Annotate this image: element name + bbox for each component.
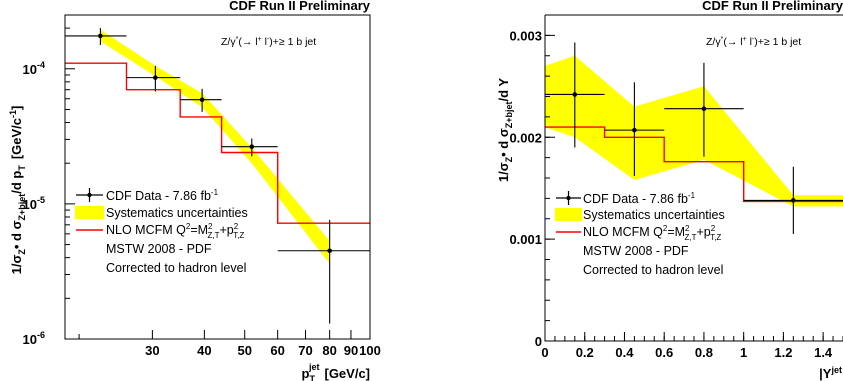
left-frame [64, 14, 371, 340]
right-panel: CDF Run II Preliminary 0 0.2 0.4 0.6 0.8 1 1.2… [496, 0, 843, 381]
right-x-tick-label: 0 [541, 345, 548, 360]
left-band-area [100, 29, 330, 264]
right-x-tick-label: 0.8 [695, 345, 713, 360]
left-data-point [65, 28, 127, 45]
right-legend: CDF Data - 7.86 fb-1 Systematics uncerta… [555, 191, 725, 277]
right-band-area [545, 55, 843, 207]
left-x-tick-label: 100 [359, 343, 381, 358]
right-data-marker [632, 127, 637, 133]
right-x-tick-label: 1 [740, 345, 747, 360]
left-x-tick-label: 80 [322, 343, 336, 358]
right-legend-data: CDF Data - 7.86 fb-1 [583, 191, 696, 206]
right-data-point [664, 62, 744, 157]
left-axis-ticks: 30 40 50 60 70 80 90 100 10-6 10-5 10-4 [23, 27, 381, 358]
left-y-tick-label: 10-4 [23, 60, 45, 77]
left-data-point [277, 219, 370, 324]
left-process-label: Z/γ*(→ l+ l-)+≥ 1 b jet [221, 36, 316, 48]
left-data-point [126, 65, 181, 92]
left-legend-corr: Corrected to hadron level [106, 261, 246, 275]
left-data-marker [327, 248, 332, 254]
right-x-tick-label: 0.6 [655, 345, 673, 360]
right-x-tick-label: 0.4 [615, 345, 634, 360]
right-title: CDF Run II Preliminary [702, 0, 843, 13]
left-legend-theory: NLO MCFM Q2=M2 Z,T+p2 T,Z [106, 222, 244, 240]
right-legend-corr: Corrected to hadron level [583, 263, 723, 277]
left-y-tick-label: 10-5 [23, 195, 45, 212]
right-y-tick-label: 0.002 [509, 130, 542, 145]
right-y-axis-label: 1/σZ• d σZ+bjet/d Y [496, 78, 514, 183]
right-legend-syst: Systematics uncertainties [583, 208, 725, 222]
right-theory-step-line [545, 126, 843, 203]
left-systematics-band [100, 29, 330, 264]
left-data-points [65, 28, 370, 324]
right-y-tick-label: 0.003 [509, 28, 542, 43]
right-data-marker [791, 198, 796, 203]
right-systematics-band [545, 55, 843, 207]
left-title: CDF Run II Preliminary [229, 0, 371, 13]
right-data-marker [572, 92, 578, 97]
left-x-axis-label: pTjet [GeV/c] [302, 362, 370, 381]
right-axis-ticks: 0 0.2 0.4 0.6 0.8 1 1.2 1.4 0 0.001 0.002 0.003 [509, 14, 843, 360]
right-theory-histogram [545, 126, 843, 203]
right-y-tick-label: 0 [535, 334, 542, 349]
right-x-axis-label: |Yjet [819, 365, 842, 381]
left-data-point [221, 138, 278, 157]
right-x-tick-label: 0.2 [576, 345, 594, 360]
right-data-points [545, 42, 843, 235]
right-data-marker [701, 106, 707, 112]
left-legend-syst: Systematics uncertainties [106, 206, 248, 220]
right-data-point [545, 42, 605, 148]
left-x-tick-label: 60 [270, 343, 284, 358]
left-panel: CDF Run II Preliminary 30 40 50 60 70 80 90 100… [8, 0, 381, 381]
left-x-tick-label: 70 [298, 343, 312, 358]
left-data-marker [199, 97, 205, 103]
left-data-marker [249, 144, 255, 149]
right-process-label: Z/γ*(→ l+ l-)+≥ 1 b jet [706, 36, 801, 48]
left-x-tick-label: 50 [237, 343, 251, 358]
right-legend-band-swatch [555, 208, 582, 221]
left-theory-step-line [65, 62, 370, 224]
left-y-tick-label: 10-6 [23, 330, 45, 347]
left-legend: CDF Data - 7.86 fb-1 Systematics uncerta… [75, 188, 248, 275]
left-x-tick-label: 40 [197, 343, 211, 358]
left-data-point [180, 88, 222, 112]
left-x-tick-label: 90 [344, 343, 358, 358]
right-y-tick-label: 0.001 [509, 232, 542, 247]
right-x-tick-label: 1.2 [774, 345, 792, 360]
right-x-tick-label: 1.4 [814, 345, 833, 360]
left-legend-band-swatch [75, 206, 104, 219]
right-legend-theory: NLO MCFM Q2=M2 Z,T+p2 T,Z [583, 224, 721, 242]
left-x-tick-label: 30 [145, 343, 159, 358]
left-legend-pdf: MSTW 2008 - PDF [106, 242, 212, 256]
right-legend-pdf: MSTW 2008 - PDF [583, 244, 689, 258]
right-data-point [743, 166, 843, 235]
left-legend-data: CDF Data - 7.86 fb-1 [106, 188, 219, 203]
right-data-point [604, 82, 665, 176]
left-y-axis-label: 1/σZ• d σZ+bjet/d pT[GeV/c-1] [8, 106, 27, 275]
left-theory-histogram [65, 62, 370, 224]
right-frame [544, 15, 843, 342]
left-data-marker [98, 33, 103, 39]
left-data-marker [153, 75, 158, 80]
